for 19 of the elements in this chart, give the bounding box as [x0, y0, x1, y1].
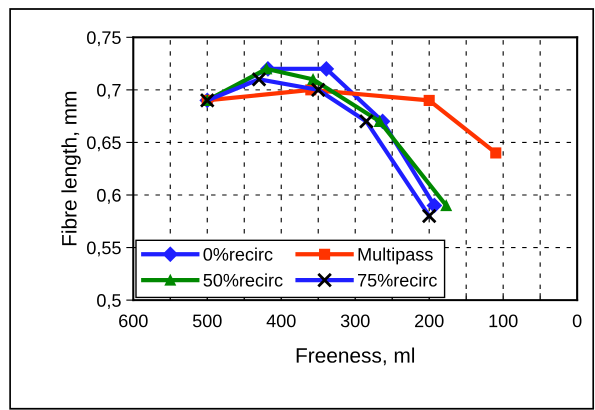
x-tick-label: 300 [340, 314, 370, 328]
legend-label: 75%recirc [358, 273, 437, 287]
y-axis-title: Fibre length, mm [61, 92, 81, 246]
y-tick-label: 0,55 [87, 241, 121, 256]
x-axis-title: Freeness, ml [296, 348, 414, 366]
x-tick-label: 400 [266, 314, 296, 328]
y-tick-label: 0,5 [97, 294, 121, 309]
y-tick-label: 0,6 [97, 188, 121, 204]
x-tick-label: 100 [489, 314, 518, 328]
x-tick-label: 200 [415, 314, 444, 328]
legend-label: Multipass [358, 248, 433, 264]
x-tick-label: 600 [119, 314, 148, 328]
legend-label: 50%recirc [204, 273, 283, 287]
y-tick-label: 0,75 [87, 31, 121, 46]
y-tick-label: 0,7 [97, 84, 121, 99]
legend-label: 0%recirc [204, 248, 273, 261]
x-tick-label: 0 [572, 314, 582, 328]
x-tick-label: 500 [192, 314, 222, 328]
y-tick-label: 0,65 [87, 136, 121, 152]
